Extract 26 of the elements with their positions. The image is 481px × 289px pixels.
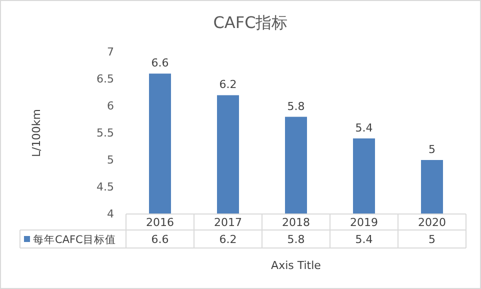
x-axis-title: Axis Title (271, 259, 322, 272)
x-tick-label: 2018 (282, 216, 310, 229)
y-tick-label: 6 (107, 100, 114, 113)
text: 5.4 (355, 233, 373, 246)
chart-title: CAFC指标 (213, 13, 288, 32)
y-axis-title: L/100km (30, 109, 43, 157)
data-label: 6.6 (151, 56, 169, 70)
x-tick-label: 2016 (146, 216, 174, 229)
text: 6.2 (219, 233, 237, 246)
y-tick-label: 4.5 (96, 180, 114, 194)
data-label: 6.2 (219, 78, 237, 92)
text: 5 (428, 233, 436, 246)
y-tick-label: 5 (107, 154, 114, 167)
data-label: 5 (428, 143, 436, 156)
text: 5.8 (287, 233, 305, 246)
data-label: 5.8 (287, 100, 305, 113)
text: 6.6 (151, 233, 169, 246)
y-tick-label: 4 (107, 208, 114, 221)
y-tick-label: 5.5 (96, 126, 114, 140)
x-tick-label: 2019 (350, 216, 378, 229)
legend-label: 每年CAFC目标值 (33, 234, 116, 246)
y-tick-label: 6.5 (96, 72, 114, 86)
x-tick-label: 2020 (418, 216, 446, 229)
y-tick-label: 7 (107, 46, 114, 59)
x-tick-label: 2017 (214, 216, 242, 229)
data-label: 5.4 (355, 121, 373, 134)
